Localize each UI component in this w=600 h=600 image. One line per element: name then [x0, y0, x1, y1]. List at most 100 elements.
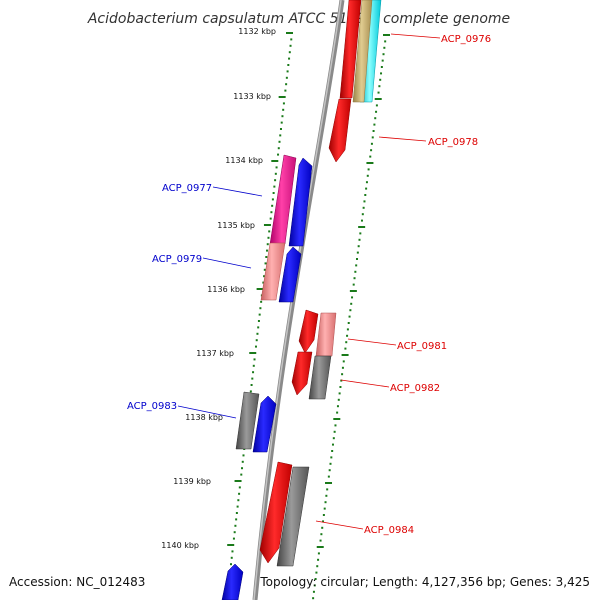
ruler-tick — [327, 475, 330, 478]
gene-label-acp0977[interactable]: ACP_0977 — [162, 183, 212, 194]
gene-arrow-blue-c[interactable] — [252, 395, 277, 453]
ruler-tick — [235, 512, 238, 514]
ruler-tick — [263, 275, 266, 278]
ruler-tick — [274, 172, 277, 175]
gene-arrow-red-forward-c[interactable] — [259, 461, 293, 564]
ruler-tick — [266, 243, 269, 246]
ruler-tick — [329, 462, 332, 465]
ruler-tick — [264, 262, 267, 265]
ruler-tick — [365, 187, 368, 190]
tick-label: 1137 kbp — [196, 349, 234, 358]
ruler-tick — [267, 236, 270, 239]
ruler-tick — [274, 179, 277, 182]
tick-label: 1136 kbp — [207, 285, 245, 294]
gene-label-acp0979[interactable]: ACP_0979 — [152, 254, 202, 265]
ruler-tick — [334, 424, 337, 427]
ruler-tick — [374, 98, 382, 100]
ruler-tick — [238, 486, 241, 489]
tick-labels: 1132 kbp 1133 kbp 1134 kbp 1135 kbp 1136… — [161, 27, 276, 550]
gene-arrow-acp0984[interactable] — [276, 466, 310, 567]
gene-label-acp0982[interactable]: ACP_0982 — [390, 383, 440, 394]
ruler-tick — [380, 66, 383, 68]
ruler-tick — [348, 315, 351, 318]
ruler-tick — [278, 140, 281, 143]
ruler-tick — [384, 40, 387, 43]
gene-label-acp0984[interactable]: ACP_0984 — [364, 525, 414, 536]
ruler-tick — [373, 123, 376, 126]
ruler-tick — [353, 277, 356, 280]
gene-arrow-red-upper[interactable] — [339, 0, 362, 99]
ruler-tick — [320, 533, 323, 536]
gene-arrow-acp0978[interactable] — [328, 98, 352, 163]
ruler-tick — [227, 544, 235, 546]
ruler-tick — [383, 34, 390, 36]
gene-label-acp0981[interactable]: ACP_0981 — [397, 341, 447, 352]
gene-label-acp0978[interactable]: ACP_0978 — [428, 137, 478, 148]
gene-arrow-pink-forward[interactable] — [315, 312, 337, 357]
ruler-tick — [287, 64, 290, 66]
ruler-tick — [266, 249, 269, 252]
ruler-tick — [323, 507, 326, 510]
ruler-tick — [370, 142, 373, 145]
ruler-tick — [269, 217, 272, 220]
ruler-tick — [351, 296, 354, 299]
ruler-tick — [286, 70, 289, 73]
ruler-tick — [364, 194, 367, 196]
gene-arrow-acp0979[interactable] — [260, 242, 286, 301]
ruler-tick — [273, 185, 276, 188]
ruler-tick — [356, 251, 359, 254]
ruler-tick — [251, 377, 254, 380]
ruler-tick — [319, 539, 322, 542]
ruler-tick — [237, 499, 240, 502]
ruler-tick — [279, 134, 282, 137]
ruler-tick — [241, 460, 244, 463]
accession-text: Accession: NC_012483 — [9, 575, 145, 589]
ruler-tick — [275, 166, 278, 169]
ruler-right — [312, 34, 390, 600]
gene-arrow-acp0983[interactable] — [235, 391, 260, 450]
ruler-tick — [259, 307, 262, 310]
ruler-tick — [371, 136, 374, 139]
ruler-tick — [341, 366, 344, 369]
ruler-tick — [316, 565, 319, 568]
label-leaders — [177, 33, 441, 530]
ruler-tick — [241, 467, 244, 470]
ruler-tick — [281, 115, 284, 118]
ruler-tick — [280, 121, 283, 124]
ruler-tick — [362, 206, 365, 209]
ruler-tick — [349, 309, 352, 312]
ruler-tick — [365, 181, 368, 184]
ruler-tick — [381, 59, 384, 62]
ruler-tick — [317, 552, 320, 555]
ruler-tick — [263, 224, 271, 226]
gene-arrow-acp0981[interactable] — [298, 309, 319, 354]
ruler-tick — [282, 102, 285, 105]
ruler-tick — [286, 32, 293, 34]
gene-arrow-acp0982[interactable] — [308, 355, 332, 400]
ruler-tick — [328, 469, 331, 472]
ruler-tick — [260, 300, 263, 303]
ruler-tick — [341, 373, 344, 376]
ruler-tick — [346, 328, 349, 331]
ruler-tick — [354, 270, 357, 273]
ruler-tick — [317, 558, 320, 561]
gene-label-acp0983[interactable]: ACP_0983 — [127, 401, 177, 412]
gene-arrow-blue-lower[interactable] — [278, 246, 302, 303]
ruler-tick — [255, 339, 258, 342]
ruler-tick — [270, 211, 273, 214]
ruler-tick — [336, 411, 339, 414]
gene-arrow-red-forward-b[interactable] — [291, 351, 313, 396]
gene-arrow-tan[interactable] — [352, 0, 373, 103]
gene-label-acp0976[interactable]: ACP_0976 — [441, 34, 491, 45]
map-title: Acidobacterium capsulatum ATCC 51196, co… — [87, 11, 510, 27]
ruler-tick — [360, 219, 363, 222]
ruler-tick — [256, 332, 259, 335]
ruler-tick — [234, 524, 237, 527]
ruler-tick — [358, 238, 361, 241]
ruler-tick — [271, 160, 279, 162]
reverse-genes — [221, 154, 313, 600]
ruler-tick — [352, 283, 355, 286]
tick-label: 1133 kbp — [233, 92, 271, 101]
gene-arrow-blue-upper[interactable] — [288, 157, 313, 247]
gene-arrow-blue-bottom[interactable] — [221, 563, 244, 600]
